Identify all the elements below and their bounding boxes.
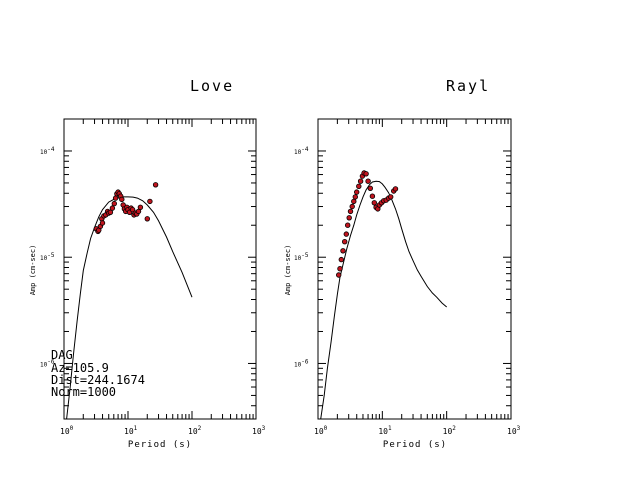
rayleigh-title: Rayl xyxy=(446,77,490,95)
love-data-point xyxy=(111,200,117,207)
y-tick-label: 10-5 xyxy=(294,252,309,262)
rayleigh-data-point xyxy=(357,178,364,184)
rayleigh-data-point xyxy=(365,178,371,184)
x-tick-label: 103 xyxy=(252,425,266,436)
rayleigh-y-axis-label: Amp (cm-sec) xyxy=(284,245,292,296)
love-data-point xyxy=(152,182,159,188)
rayleigh-data-point xyxy=(345,222,351,228)
rayleigh-data-point xyxy=(347,208,354,215)
rayleigh-data-point xyxy=(349,203,355,210)
rayleigh-data-point xyxy=(337,266,343,272)
love-data-point xyxy=(129,206,136,213)
y-tick-label: 10-5 xyxy=(40,252,55,262)
y-tick-label: 10-6 xyxy=(40,358,55,368)
rayleigh-panel: Rayl Amp (cm-sec) Period (s) 100 101 102 10… xyxy=(284,77,521,450)
rayleigh-data-point xyxy=(336,272,342,278)
love-axes xyxy=(63,118,257,420)
love-data-point xyxy=(99,220,106,226)
x-tick-label: 100 xyxy=(60,425,74,436)
rayleigh-data-point xyxy=(363,171,369,177)
rayleigh-data-point xyxy=(367,185,373,191)
love-plot-frame xyxy=(63,118,257,420)
rayleigh-plot-frame xyxy=(317,118,512,420)
love-data-point xyxy=(109,205,116,211)
love-data-point xyxy=(112,195,119,201)
love-data-point xyxy=(144,216,150,222)
love-data-point xyxy=(137,204,144,210)
rayleigh-axes xyxy=(317,118,512,420)
station-distance: Dist=244.1674 xyxy=(51,373,145,387)
rayleigh-x-axis-label: Period (s) xyxy=(383,440,447,450)
x-tick-label: 102 xyxy=(443,425,457,436)
rayleigh-data-point xyxy=(342,238,348,245)
love-station-info: DAG Az=105.9 Dist=244.1674 Norm=1000 xyxy=(51,348,145,399)
rayleigh-data-point xyxy=(356,183,362,189)
love-data-point xyxy=(107,209,114,215)
y-tick-label: 10-4 xyxy=(294,146,309,156)
rayleigh-data-point xyxy=(343,231,349,237)
x-tick-label: 102 xyxy=(188,425,202,436)
rayleigh-curve-layer xyxy=(320,180,448,420)
rayleigh-points-layer xyxy=(336,170,399,278)
rayleigh-data-point xyxy=(392,186,399,192)
love-data-point xyxy=(119,196,125,203)
y-tick-label: 10-4 xyxy=(40,146,55,156)
rayleigh-data-point xyxy=(346,215,352,221)
rayleigh-data-point xyxy=(352,194,358,200)
rayleigh-data-point xyxy=(340,248,346,254)
normalization: Norm=1000 xyxy=(51,385,116,399)
station-code: DAG xyxy=(51,348,73,362)
rayleigh-data-point xyxy=(369,193,376,199)
x-tick-label: 101 xyxy=(378,425,392,436)
rayleigh-data-point xyxy=(354,189,360,195)
x-tick-label: 101 xyxy=(124,425,138,436)
station-azimuth: Az=105.9 xyxy=(51,361,109,375)
rayleigh-data-point xyxy=(388,194,394,200)
rayleigh-model-curve xyxy=(320,180,448,420)
love-x-axis-label: Period (s) xyxy=(128,440,192,450)
y-tick-label: 10-6 xyxy=(294,358,309,368)
love-panel: Love Amp (cm-sec) Period (s) DAG Az=105.… xyxy=(29,77,266,450)
rayleigh-data-point xyxy=(338,256,344,263)
rayleigh-data-point xyxy=(351,198,357,205)
love-y-axis-label: Amp (cm-sec) xyxy=(29,245,37,296)
love-data-point xyxy=(147,198,153,205)
love-title: Love xyxy=(190,77,234,95)
x-tick-label: 100 xyxy=(314,425,328,436)
x-tick-label: 103 xyxy=(507,425,521,436)
love-points-layer xyxy=(93,182,159,235)
rayleigh-data-point xyxy=(371,200,377,206)
